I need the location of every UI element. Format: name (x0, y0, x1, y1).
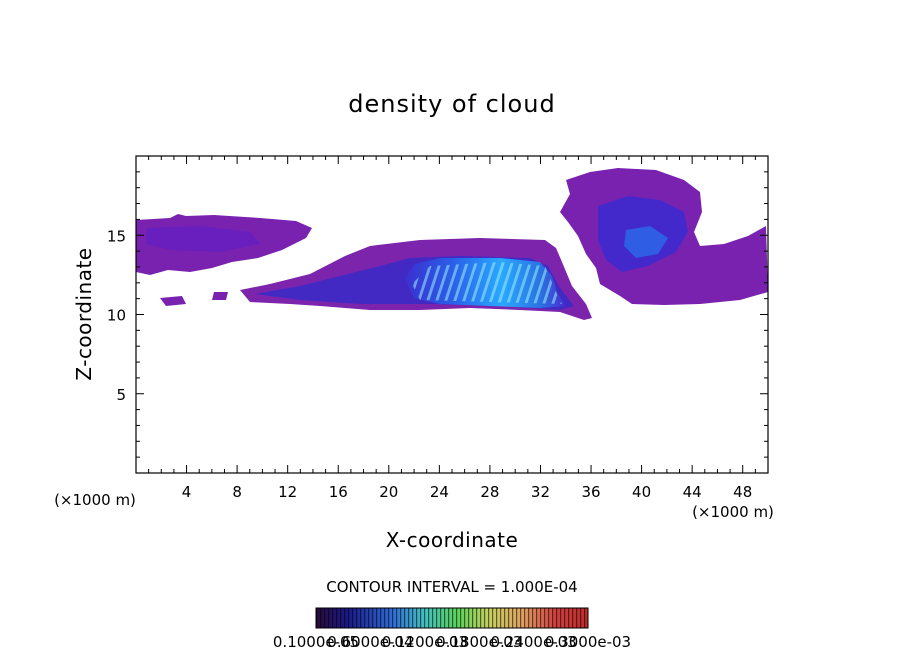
chart-title: density of cloud (348, 90, 555, 118)
cloud-region-right-anvil-peak (624, 226, 668, 258)
x-tick-label: 16 (329, 483, 348, 501)
y-tick-label: 5 (116, 386, 126, 404)
cloud-region-upper-left-core (146, 226, 260, 252)
x-tick-label: 20 (379, 483, 398, 501)
x-tick-label: 32 (531, 483, 550, 501)
x-tick-label: 40 (632, 483, 651, 501)
colorbar (315, 607, 589, 629)
cloud-density-field (136, 168, 768, 320)
x-tick-label: 44 (683, 483, 702, 501)
colorbar-tick-labels: 0.1000e-050.6000e-040.1200e-030.1800e-03… (273, 633, 631, 651)
y-tick-label: 15 (107, 227, 126, 245)
colorbar-tick-label: 0.1800e-03 (436, 633, 522, 651)
x-unit-right: (×1000 m) (692, 503, 774, 521)
y-axis-label: Z-coordinate (72, 247, 96, 380)
colorbar-bins (316, 608, 588, 628)
x-tick-label: 4 (182, 483, 192, 501)
colorbar-frame (315, 607, 589, 629)
colorbar-tick-label: 0.1200e-03 (382, 633, 468, 651)
cloud-region-fragment (160, 296, 186, 306)
x-tick-label: 36 (581, 483, 600, 501)
x-tick-label: 48 (733, 483, 752, 501)
x-tick-label: 8 (232, 483, 242, 501)
x-axis-label: X-coordinate (386, 528, 519, 552)
colorbar-tick-label: 0.6000e-04 (327, 633, 413, 651)
cloud-region-jet-streaks (412, 262, 562, 304)
y-tick-label: 10 (107, 307, 126, 325)
colorbar-tick-label: 0.2400e-03 (490, 633, 576, 651)
x-tick-label: 12 (278, 483, 297, 501)
contour-interval-text: CONTOUR INTERVAL = 1.000E-04 (326, 578, 577, 596)
x-tick-label: 24 (430, 483, 449, 501)
colorbar-tick-label: 0.3000e-03 (545, 633, 631, 651)
colorbar-tick-label: 0.1000e-05 (273, 633, 359, 651)
cloud-region-fragment (212, 292, 228, 300)
x-unit-left: (×1000 m) (54, 491, 136, 509)
x-tick-label: 28 (480, 483, 499, 501)
